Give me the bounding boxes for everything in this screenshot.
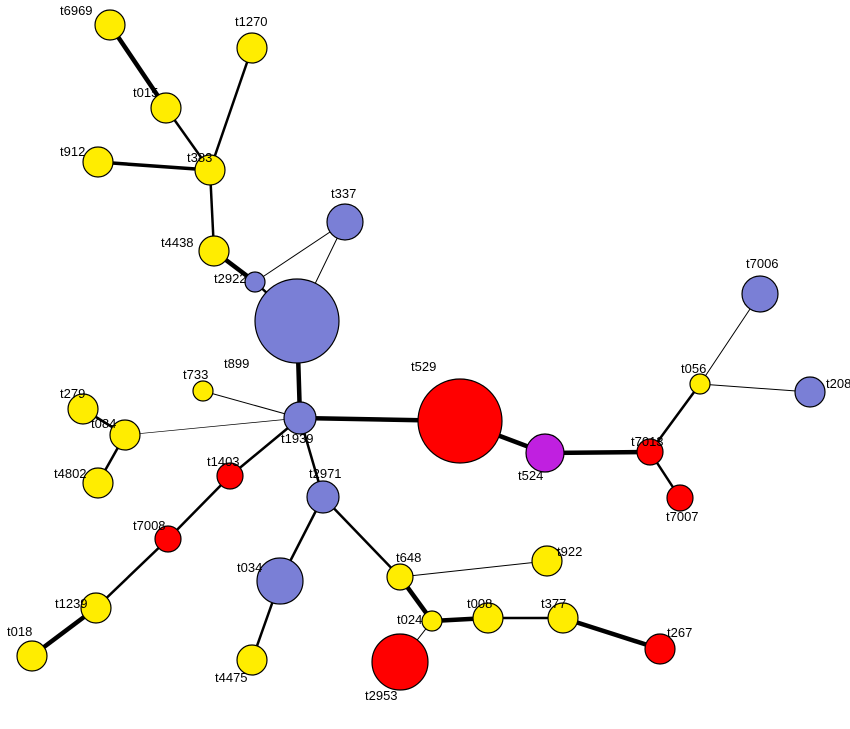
label-t337: t337	[331, 186, 356, 201]
label-t024: t024	[397, 612, 422, 627]
node-t2922	[245, 272, 265, 292]
label-t524: t524	[518, 468, 543, 483]
label-t7008: t7008	[133, 518, 166, 533]
node-t648	[387, 564, 413, 590]
label-t084: t084	[91, 416, 116, 431]
network-diagram: t6969 t1270 t015 t912 t383 t4438 t337 t2922 t899…	[0, 0, 850, 729]
label-t056: t056	[681, 361, 706, 376]
edge-t056-t208	[700, 384, 810, 392]
label-t733: t733	[183, 367, 208, 382]
label-t4475: t4475	[215, 670, 248, 685]
label-t2971: t2971	[309, 466, 342, 481]
edge-t2971-t648	[323, 497, 400, 577]
label-t015: t015	[133, 85, 158, 100]
node-t4802	[83, 468, 113, 498]
edge-t1939-t084	[125, 418, 300, 435]
node-t7007	[667, 485, 693, 511]
node-t2971	[307, 481, 339, 513]
edge-t1270-t383	[210, 48, 252, 170]
label-t208: t208	[826, 376, 850, 391]
node-t2953	[372, 634, 428, 690]
node-t529	[418, 379, 502, 463]
node-t524	[526, 434, 564, 472]
labels-layer: t6969 t1270 t015 t912 t383 t4438 t337 t2922 t899…	[7, 3, 850, 703]
edge-t648-t922	[400, 561, 547, 577]
label-t7013: t7013	[631, 434, 664, 449]
label-t4438: t4438	[161, 235, 194, 250]
edges-layer	[32, 25, 810, 662]
label-t2922: t2922	[214, 271, 247, 286]
label-t1270: t1270	[235, 14, 268, 29]
label-t383: t383	[187, 150, 212, 165]
label-t899: t899	[224, 356, 249, 371]
label-t279: t279	[60, 386, 85, 401]
node-t1939	[284, 402, 316, 434]
nodes-layer	[17, 10, 825, 690]
label-t267: t267	[667, 625, 692, 640]
label-t377: t377	[541, 596, 566, 611]
node-t024	[422, 611, 442, 631]
node-t899	[255, 279, 339, 363]
label-t6969: t6969	[60, 3, 93, 18]
label-t7007: t7007	[666, 509, 699, 524]
node-t034	[257, 558, 303, 604]
node-t208	[795, 377, 825, 407]
node-t912	[83, 147, 113, 177]
label-t034: t034	[237, 560, 262, 575]
label-t008: t008	[467, 596, 492, 611]
label-t018: t018	[7, 624, 32, 639]
node-t6969	[95, 10, 125, 40]
label-t648: t648	[396, 550, 421, 565]
node-t337	[327, 204, 363, 240]
label-t529: t529	[411, 359, 436, 374]
node-t7006	[742, 276, 778, 312]
label-t922: t922	[557, 544, 582, 559]
node-t018	[17, 641, 47, 671]
label-t2953: t2953	[365, 688, 398, 703]
label-t1239: t1239	[55, 596, 88, 611]
label-t4802: t4802	[54, 466, 87, 481]
node-t733	[193, 381, 213, 401]
label-t1403: t1403	[207, 454, 240, 469]
node-t056	[690, 374, 710, 394]
label-t912: t912	[60, 144, 85, 159]
node-t1270	[237, 33, 267, 63]
node-t4438	[199, 236, 229, 266]
label-t1939: t1939	[281, 431, 314, 446]
label-t7006: t7006	[746, 256, 779, 271]
